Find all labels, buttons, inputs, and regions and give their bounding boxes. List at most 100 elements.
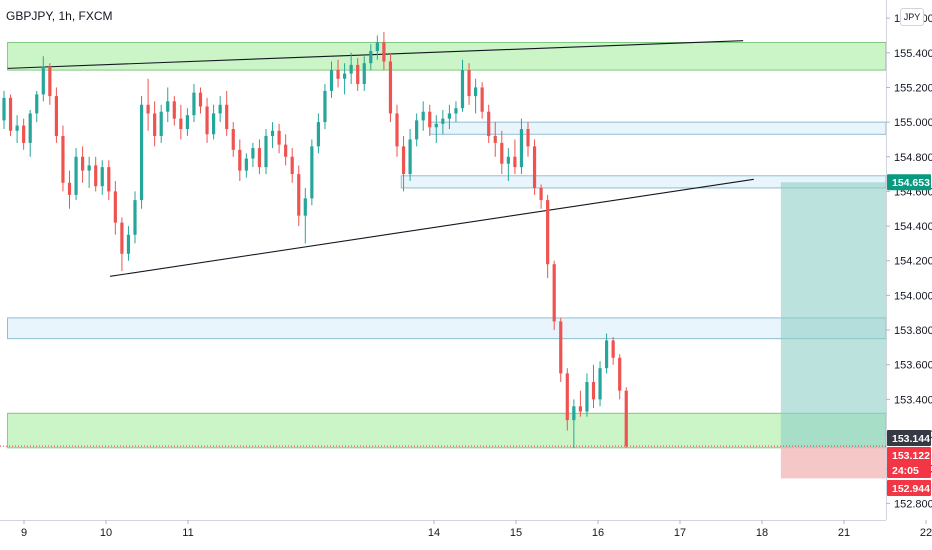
candle-up — [35, 90, 39, 123]
x-tick-label: 18 — [756, 527, 768, 539]
candle-up — [139, 96, 144, 209]
candle-body — [48, 66, 52, 97]
candle-body — [270, 130, 275, 136]
candle-up — [244, 153, 248, 178]
candle-body — [611, 340, 615, 358]
trendline[interactable] — [7, 40, 744, 69]
candle-body — [362, 63, 366, 84]
price-label: 24:05 — [892, 465, 919, 477]
candle-up — [362, 56, 366, 91]
candle-body — [552, 264, 556, 322]
candle-up — [264, 129, 268, 175]
trendline[interactable] — [110, 178, 754, 277]
candle-body — [159, 111, 163, 136]
candle-body — [166, 101, 170, 112]
x-tick-label: 16 — [592, 527, 604, 539]
candle-body — [120, 222, 124, 254]
candle-up — [460, 59, 465, 112]
candle-body — [310, 146, 314, 199]
time-axis[interactable]: 910111415161718212223 — [0, 520, 932, 550]
price-label: 154.653 — [892, 177, 930, 189]
candle-body — [290, 156, 294, 175]
candle-up — [421, 101, 425, 131]
candle-down — [480, 82, 484, 119]
candle-body — [251, 148, 255, 159]
x-tick-label: 14 — [428, 527, 440, 539]
candle-up — [447, 104, 451, 130]
trendlines-layer[interactable] — [7, 40, 754, 277]
candle-down — [67, 170, 72, 209]
candle-down — [591, 364, 596, 409]
candle-body — [67, 182, 72, 195]
candle-down — [611, 336, 615, 365]
candle-down — [231, 122, 235, 157]
candle-down — [565, 368, 569, 431]
candle-body — [428, 111, 432, 128]
candle-down — [500, 130, 504, 175]
candle-down — [153, 101, 157, 147]
candle-body — [238, 149, 242, 171]
candle-body — [356, 64, 360, 84]
candle-body — [493, 135, 497, 143]
candle-body — [415, 120, 419, 140]
y-tick-label: 152.800 — [894, 498, 932, 510]
candle-body — [408, 139, 412, 175]
candle-up — [375, 35, 379, 60]
candle-body — [539, 187, 543, 201]
candle-body — [349, 64, 353, 74]
candle-down — [107, 160, 111, 201]
y-tick-label: 154.400 — [894, 221, 932, 233]
candle-up — [15, 115, 19, 143]
candle-up — [415, 113, 419, 147]
candle-body — [297, 174, 301, 216]
candle-down — [388, 52, 393, 123]
candle-body — [585, 382, 589, 412]
candle-down — [205, 97, 209, 143]
candle-body — [441, 118, 445, 124]
candle-down — [395, 104, 399, 157]
candle-body — [284, 144, 288, 157]
candle-down — [578, 390, 582, 417]
candle-down — [546, 194, 550, 279]
candle-body — [388, 61, 393, 114]
x-tick-label: 21 — [838, 527, 850, 539]
candle-body — [100, 167, 104, 187]
candle-body — [179, 118, 183, 130]
candle-body — [87, 165, 91, 171]
candle-up — [310, 139, 314, 206]
candle-body — [172, 101, 176, 119]
price-axis[interactable]: 152.800153.000153.200153.400153.600153.8… — [886, 0, 932, 550]
candle-body — [487, 111, 491, 136]
candle-down — [336, 59, 340, 88]
candle-body — [480, 87, 484, 112]
symbol-title[interactable]: GBPJPY, 1h, FXCM — [6, 9, 113, 23]
price-label: 153.144 — [892, 433, 930, 445]
candle-up — [251, 142, 255, 168]
candle-up — [316, 113, 320, 154]
candle-body — [107, 167, 111, 192]
candle-body — [185, 115, 189, 130]
candle-body — [264, 135, 268, 168]
candle-down — [22, 118, 26, 150]
candle-down — [493, 122, 497, 157]
y-tick-label: 154.800 — [894, 152, 932, 164]
currency-badge[interactable]: JPY — [900, 8, 924, 26]
candle-body — [2, 97, 6, 121]
price-label-box — [887, 462, 931, 478]
candle-body — [578, 406, 582, 412]
candle-body — [8, 97, 13, 131]
y-tick-label: 155.200 — [894, 82, 932, 94]
candle-body — [244, 158, 248, 171]
y-tick-label: 153.400 — [894, 394, 932, 406]
candle-up — [585, 373, 589, 417]
price-label: 152.944 — [892, 483, 930, 495]
candle-body — [231, 129, 235, 150]
candle-down — [618, 354, 622, 400]
candle-up — [212, 104, 216, 140]
candle-body — [329, 70, 334, 91]
candle-up — [74, 148, 78, 201]
candle-up — [329, 61, 334, 98]
candle-down — [401, 135, 406, 192]
